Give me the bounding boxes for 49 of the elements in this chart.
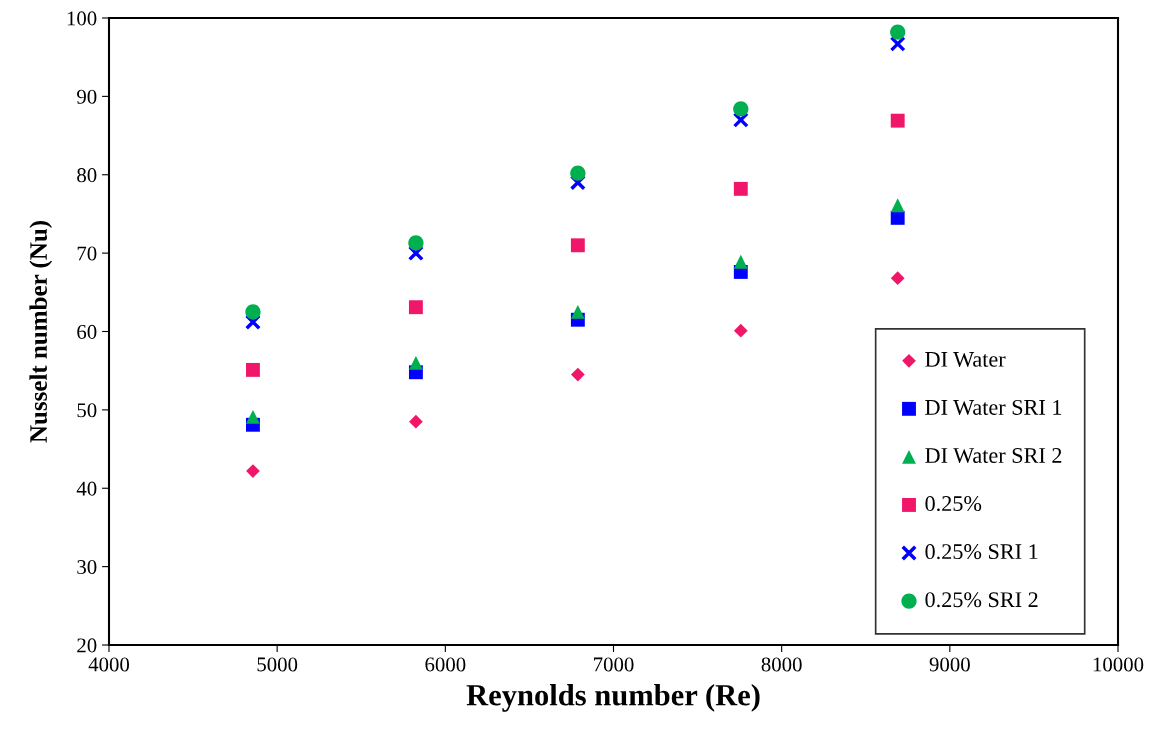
point: [408, 235, 424, 251]
point: [890, 198, 905, 213]
point: [890, 210, 905, 225]
point: [246, 362, 260, 377]
legend-label: DI Water SRI 2: [925, 448, 1062, 464]
y-axis-title: Nusselt number (Nu): [29, 221, 53, 443]
point: [570, 304, 585, 319]
x-tick-label: 7000: [594, 657, 634, 672]
y-tick-label: 50: [77, 403, 97, 418]
y-tick-label: 90: [77, 89, 97, 104]
legend-label: 0.25% SRI 1: [925, 544, 1038, 560]
point: [890, 271, 905, 286]
point: [246, 409, 260, 424]
x-tick-label: 9000: [929, 657, 970, 672]
x-tick-label: 8000: [761, 657, 802, 672]
point: [570, 238, 585, 253]
point: [889, 35, 906, 52]
point: [570, 367, 585, 382]
point: [407, 245, 424, 262]
x-tick-label: 5000: [257, 657, 298, 672]
point: [244, 314, 261, 331]
point: [733, 254, 748, 269]
legend-label: DI Water SRI 1: [925, 399, 1062, 416]
point: [733, 181, 748, 196]
legend-label: DI Water: [925, 352, 1006, 367]
x-axis-title: Reynolds number (Re): [466, 684, 760, 712]
point: [570, 165, 586, 181]
x-tick-label: 4000: [88, 657, 130, 672]
point: [408, 300, 423, 315]
y-tick-label: 100: [67, 11, 97, 26]
point: [890, 24, 906, 40]
point: [733, 101, 749, 117]
legend-label: 0.25% SRI 2: [925, 592, 1038, 608]
y-tick-label: 30: [77, 560, 97, 575]
x-tick-label: 10000: [1093, 657, 1144, 672]
point: [569, 174, 586, 191]
y-tick-label: 70: [77, 246, 97, 261]
y-tick-label: 80: [77, 168, 97, 183]
point: [409, 414, 423, 429]
x-tick-label: 6000: [425, 657, 466, 672]
point: [408, 355, 423, 370]
y-tick-label: 40: [76, 481, 97, 496]
y-tick-label: 20: [77, 638, 97, 653]
legend-label: 0.25%: [925, 496, 982, 512]
point: [890, 113, 905, 128]
point: [245, 304, 261, 320]
point: [732, 111, 749, 128]
point: [733, 323, 748, 338]
y-tick-label: 60: [77, 324, 97, 339]
